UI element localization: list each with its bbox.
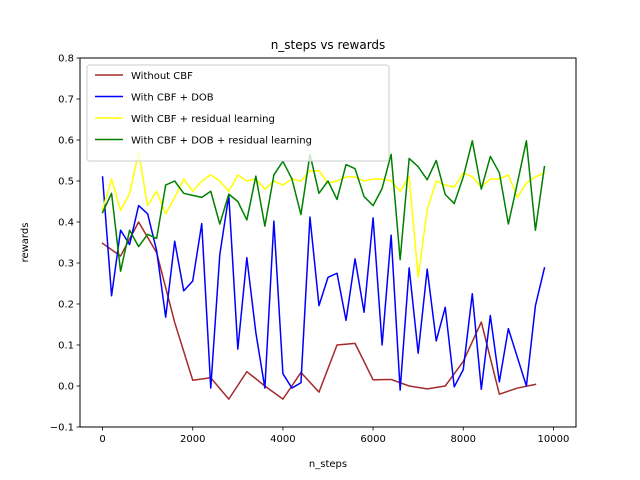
y-tick-label: 0.3: [58, 259, 74, 270]
y-tick-label: 0.7: [58, 95, 74, 106]
x-axis: 0 2000 4000 6000 8000 10000: [99, 427, 569, 445]
series-layer: [101, 140, 546, 400]
x-tick-label: 8000: [451, 434, 476, 445]
x-tick-label: 4000: [270, 434, 295, 445]
legend-label-3: With CBF + residual learning: [131, 114, 275, 125]
legend-label-4: With CBF + DOB + residual learning: [131, 136, 312, 147]
y-tick-label: 0.4: [58, 218, 74, 229]
series-line-3: [101, 151, 546, 279]
legend-label-1: Without CBF: [131, 71, 193, 82]
y-axis-label: rewards: [20, 223, 31, 263]
legend: Without CBF With CBF + DOB With CBF + resi…: [86, 64, 390, 162]
x-tick-label: 2000: [180, 434, 205, 445]
y-tick-label: 0.1: [58, 341, 74, 352]
axes-frame: [79, 57, 577, 428]
legend-label-2: With CBF + DOB: [131, 93, 214, 104]
legend-box: [86, 64, 390, 162]
chart-title: n_steps vs rewards: [271, 38, 386, 52]
series-line-1: [101, 221, 537, 400]
y-axis: −0.1 0.0 0.1 0.2 0.3 0.4 0.5 0.6 0.7 0.8: [50, 54, 80, 434]
x-tick-label: 0: [99, 434, 105, 445]
y-tick-label: 0.6: [58, 136, 74, 147]
y-tick-label: 0.0: [58, 382, 74, 393]
x-tick-label: 6000: [360, 434, 385, 445]
y-tick-label: 0.2: [58, 300, 74, 311]
series-line-4: [101, 140, 546, 272]
x-axis-label: n_steps: [309, 459, 347, 470]
y-tick-label: 0.5: [58, 177, 74, 188]
y-tick-label: −0.1: [50, 423, 74, 434]
series-line-2: [101, 176, 546, 391]
y-tick-label: 0.8: [58, 54, 74, 65]
x-tick-label: 10000: [538, 434, 570, 445]
